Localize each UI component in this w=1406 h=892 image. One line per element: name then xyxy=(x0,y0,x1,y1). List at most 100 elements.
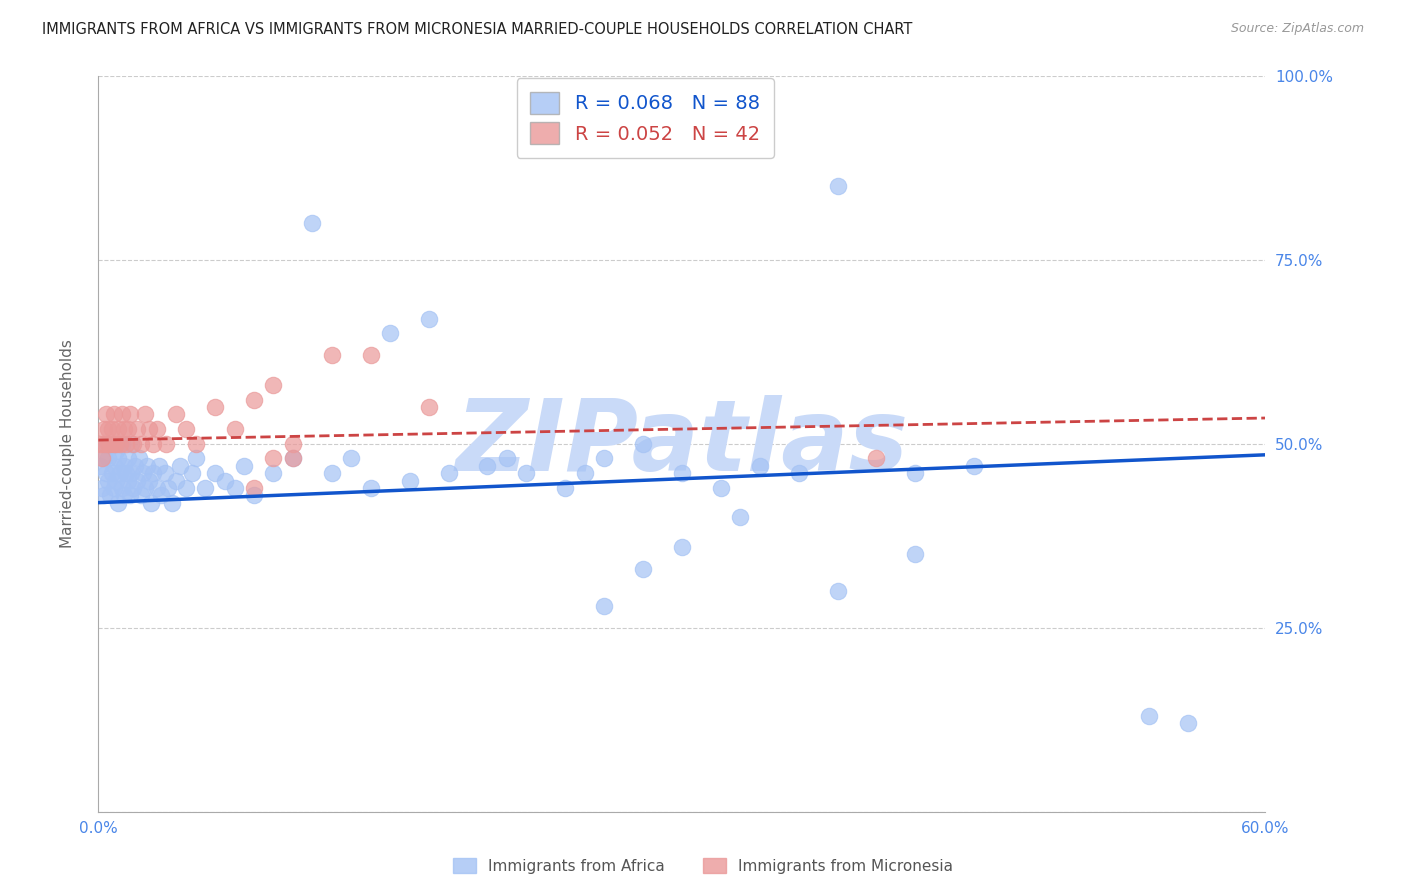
Point xyxy=(89,458,111,473)
Point xyxy=(101,422,124,436)
Point xyxy=(101,436,124,450)
Point xyxy=(224,422,246,436)
Legend: Immigrants from Africa, Immigrants from Micronesia: Immigrants from Africa, Immigrants from … xyxy=(447,852,959,880)
Point xyxy=(93,488,115,502)
Point xyxy=(122,481,145,495)
Point xyxy=(165,407,187,421)
Point xyxy=(827,179,849,194)
Point xyxy=(107,422,129,436)
Point xyxy=(593,451,616,466)
Point xyxy=(515,466,537,480)
Point xyxy=(111,481,134,495)
Point xyxy=(97,422,120,436)
Point xyxy=(103,407,125,421)
Point xyxy=(93,436,115,450)
Point xyxy=(437,466,460,480)
Point xyxy=(204,466,226,480)
Point xyxy=(155,436,177,450)
Point xyxy=(593,599,616,613)
Point xyxy=(194,481,217,495)
Point xyxy=(103,436,125,450)
Point xyxy=(169,458,191,473)
Point xyxy=(153,466,176,480)
Point xyxy=(118,407,141,421)
Point xyxy=(97,474,120,488)
Point xyxy=(574,466,596,480)
Point xyxy=(554,481,576,495)
Point xyxy=(631,562,654,576)
Point xyxy=(112,458,135,473)
Point xyxy=(148,458,170,473)
Point xyxy=(107,496,129,510)
Point xyxy=(127,474,149,488)
Point xyxy=(103,458,125,473)
Point xyxy=(477,458,499,473)
Point xyxy=(224,481,246,495)
Point xyxy=(97,436,120,450)
Point xyxy=(121,466,143,480)
Point xyxy=(96,407,118,421)
Point xyxy=(134,481,156,495)
Point xyxy=(398,474,420,488)
Point xyxy=(418,400,440,414)
Text: ZIPatlas: ZIPatlas xyxy=(456,395,908,492)
Point xyxy=(281,451,304,466)
Point xyxy=(139,496,162,510)
Point xyxy=(142,436,165,450)
Point xyxy=(127,422,149,436)
Point xyxy=(108,466,131,480)
Point xyxy=(111,436,134,450)
Point xyxy=(214,474,236,488)
Point xyxy=(418,311,440,326)
Point xyxy=(865,451,887,466)
Point xyxy=(321,348,343,362)
Point xyxy=(112,422,135,436)
Point xyxy=(129,488,152,502)
Point xyxy=(360,481,382,495)
Point xyxy=(118,488,141,502)
Point xyxy=(111,407,134,421)
Point xyxy=(96,436,118,450)
Point xyxy=(904,547,927,561)
Point xyxy=(128,451,150,466)
Point xyxy=(962,458,984,473)
Point xyxy=(103,481,125,495)
Point xyxy=(93,451,115,466)
Point xyxy=(243,392,266,407)
Point xyxy=(117,474,139,488)
Point xyxy=(262,466,284,480)
Point xyxy=(631,436,654,450)
Point xyxy=(281,436,304,450)
Point xyxy=(146,422,169,436)
Point xyxy=(904,466,927,480)
Point xyxy=(107,451,129,466)
Point xyxy=(380,326,402,341)
Point xyxy=(165,474,187,488)
Point xyxy=(89,436,111,450)
Point xyxy=(97,451,120,466)
Point xyxy=(1137,709,1160,723)
Point xyxy=(132,466,155,480)
Point xyxy=(108,436,131,450)
Point xyxy=(204,400,226,414)
Point xyxy=(301,216,323,230)
Point xyxy=(91,481,114,495)
Point xyxy=(122,436,145,450)
Point xyxy=(184,451,207,466)
Y-axis label: Married-couple Households: Married-couple Households xyxy=(60,339,75,549)
Point xyxy=(98,436,121,450)
Point xyxy=(730,510,752,524)
Point xyxy=(184,436,207,450)
Point xyxy=(96,466,118,480)
Point xyxy=(136,458,159,473)
Point xyxy=(787,466,810,480)
Point xyxy=(104,436,127,450)
Point xyxy=(138,474,160,488)
Point xyxy=(93,422,115,436)
Point xyxy=(101,466,124,480)
Point xyxy=(281,451,304,466)
Point xyxy=(134,407,156,421)
Point xyxy=(104,444,127,458)
Point xyxy=(710,481,733,495)
Point xyxy=(157,481,180,495)
